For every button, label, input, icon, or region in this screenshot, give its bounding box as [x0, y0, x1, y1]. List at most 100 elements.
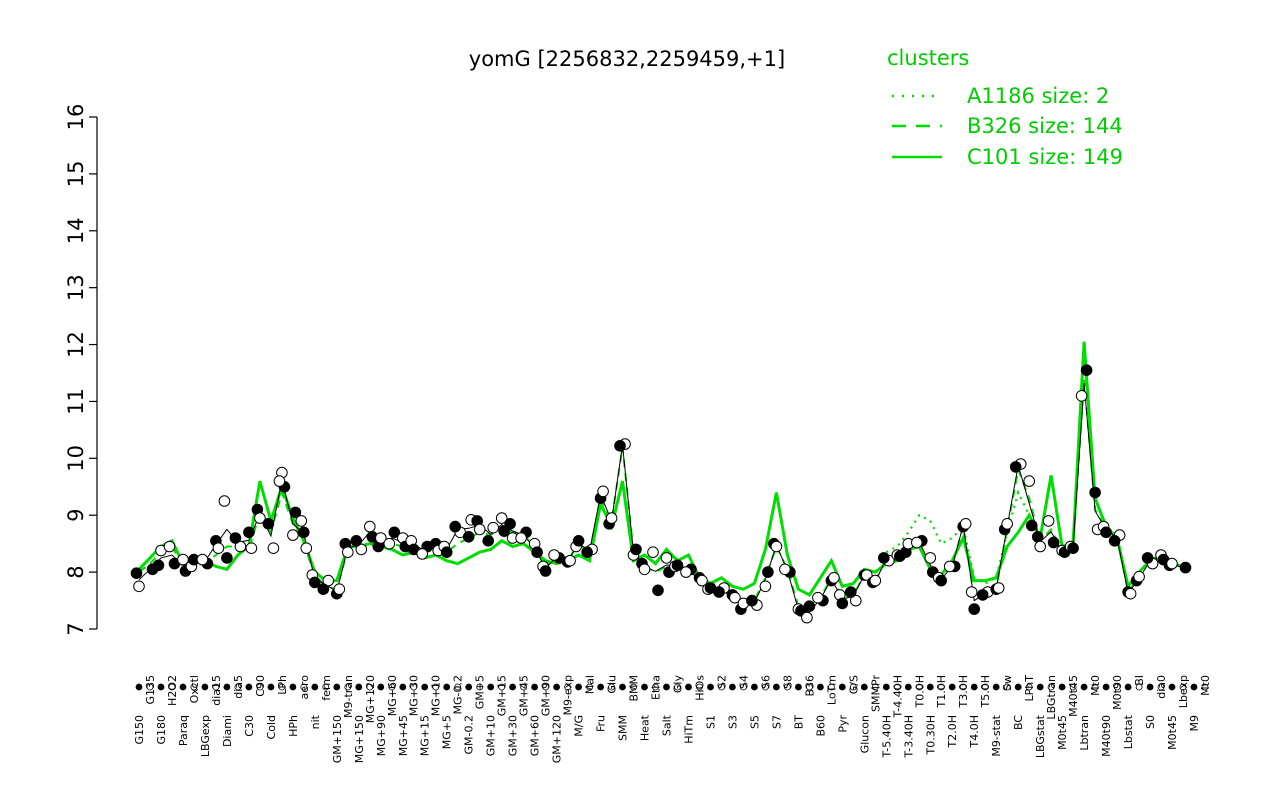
x-rug-marker [948, 683, 956, 691]
data-point [462, 531, 475, 543]
x-rug-marker [981, 683, 989, 691]
x-rug-marker [795, 683, 802, 691]
x-rug-marker [509, 683, 516, 691]
data-point [652, 584, 664, 597]
data-point [416, 548, 429, 560]
data-point [473, 523, 486, 536]
data-point [861, 569, 873, 581]
x-tick-label: T0.30H [924, 715, 937, 755]
x-rug-marker [168, 683, 176, 691]
data-point [295, 515, 308, 527]
x-tick-label: T2.0H [946, 715, 959, 748]
series-line-a1186 [885, 489, 1031, 585]
data-point [1031, 531, 1044, 543]
data-point [298, 526, 310, 539]
x-tick-label: LBGtran [1045, 675, 1058, 720]
data-point [968, 603, 981, 615]
data-point [539, 565, 552, 577]
x-rug-marker [421, 683, 429, 691]
x-rug-marker [399, 683, 407, 691]
x-rug-marker [893, 683, 901, 691]
data-point [163, 540, 176, 553]
data-point [965, 586, 978, 598]
x-rug-marker [311, 683, 319, 691]
x-tick-label: GM+15 [496, 675, 509, 716]
x-rug-marker [355, 683, 363, 691]
x-rug-marker [454, 683, 462, 691]
x-tick-label: M40t45 [1067, 675, 1080, 717]
data-point [254, 512, 266, 524]
data-point [992, 582, 1005, 594]
data-point [364, 520, 376, 533]
data-point [440, 546, 453, 559]
data-point [273, 475, 286, 487]
x-rug-marker [882, 683, 890, 691]
data-point [243, 526, 255, 539]
data-point [630, 543, 642, 556]
x-tick-label: M9-stat [990, 714, 1003, 756]
x-tick-label: G135 [144, 675, 157, 705]
data-point [803, 600, 816, 613]
x-rug-marker [696, 683, 703, 691]
data-point [375, 532, 387, 544]
data-point [770, 540, 783, 553]
data-point [262, 518, 275, 530]
x-tick-label: BI [1133, 675, 1146, 686]
x-tick-label: S3 [726, 715, 739, 729]
x-tick-label: HPh [287, 715, 300, 737]
data-point [322, 574, 335, 587]
data-point [495, 512, 508, 524]
x-rug-marker [806, 683, 813, 691]
x-rug-marker [586, 683, 593, 691]
x-rug-marker [1025, 683, 1033, 691]
x-rug-marker [256, 683, 264, 691]
x-tick-label: LPhT [1023, 675, 1036, 702]
data-point [581, 546, 593, 559]
y-tick-label: 9 [64, 509, 88, 522]
x-rug-marker [465, 683, 473, 691]
x-tick-label: T1.0H [935, 675, 948, 708]
data-point [1025, 519, 1038, 532]
x-tick-label: Lbtran [1078, 715, 1091, 751]
x-tick-label: Fru [595, 715, 608, 732]
x-rug-marker [190, 683, 198, 691]
x-rug-marker [201, 683, 209, 691]
x-tick-label: GM+5 [474, 675, 487, 709]
data-point [828, 572, 840, 584]
x-tick-label: Etha [650, 675, 663, 700]
x-tick-label: BMM [628, 675, 641, 702]
x-tick-label: H2O2 [166, 675, 179, 706]
data-point [1179, 561, 1192, 574]
x-rug-marker [443, 683, 451, 691]
x-rug-marker [553, 683, 560, 691]
x-rug-marker [289, 683, 297, 691]
x-tick-label: Diami [221, 715, 234, 747]
x-tick-label: Gly [672, 675, 685, 694]
x-tick-label: Mt0 [1089, 675, 1102, 696]
x-rug-marker [1036, 683, 1044, 691]
x-tick-label: GM+60 [529, 715, 542, 756]
x-tick-label: MG+60 [386, 675, 399, 716]
x-rug-marker [915, 683, 923, 691]
x-tick-label: S8 [781, 675, 794, 689]
x-tick-label: LBGexp [199, 715, 212, 757]
y-tick-label: 11 [64, 388, 88, 415]
x-rug-marker [575, 683, 582, 691]
x-rug-marker [817, 683, 824, 691]
data-point [959, 518, 972, 530]
data-point [333, 583, 346, 596]
data-point [924, 552, 937, 564]
data-point [850, 594, 862, 607]
data-point [597, 485, 609, 498]
x-tick-label: G180 [155, 715, 168, 745]
data-point [696, 574, 708, 587]
x-tick-label: S1 [705, 715, 718, 729]
x-tick-label: C90 [254, 675, 267, 697]
x-tick-label: S0 [1144, 715, 1157, 729]
data-point [746, 594, 758, 607]
data-point [355, 543, 368, 556]
data-point [133, 580, 145, 593]
x-rug-marker [926, 683, 934, 691]
x-tick-label: T0.0H [913, 675, 926, 708]
observed-mean-line [138, 382, 1184, 613]
